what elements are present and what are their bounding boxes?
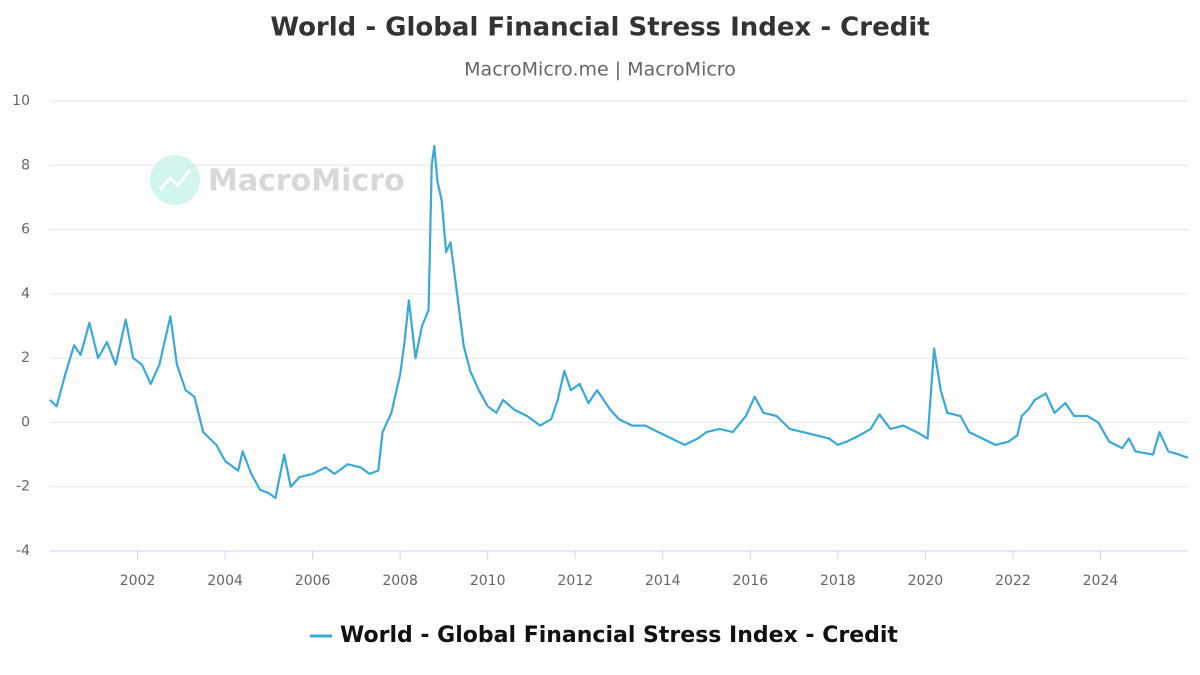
y-tick-label: 10 xyxy=(12,93,30,109)
legend-label: World - Global Financial Stress Index - … xyxy=(340,623,898,648)
x-tick-label: 2010 xyxy=(470,573,506,589)
x-tick-label: 2018 xyxy=(820,573,856,589)
chart-subtitle: MacroMicro.me | MacroMicro xyxy=(464,59,736,81)
x-tick-label: 2012 xyxy=(557,573,593,589)
x-tick-label: 2002 xyxy=(120,573,156,589)
x-tick-label: 2020 xyxy=(908,573,944,589)
x-tick-label: 2022 xyxy=(995,573,1031,589)
y-tick-label: 4 xyxy=(21,286,30,302)
x-tick-label: 2016 xyxy=(732,573,768,589)
watermark: MacroMicro xyxy=(208,164,405,199)
line-series xyxy=(49,144,1189,500)
y-tick-label: 0 xyxy=(21,414,30,430)
x-tick-label: 2024 xyxy=(1083,573,1119,589)
y-tick-label: 6 xyxy=(21,222,30,238)
y-tick-label: -2 xyxy=(16,479,30,495)
x-tick-label: 2004 xyxy=(207,573,243,589)
y-tick-label: 2 xyxy=(21,350,30,366)
x-tick-label: 2008 xyxy=(382,573,418,589)
chart-title: World - Global Financial Stress Index - … xyxy=(270,13,929,43)
y-tick-label: -4 xyxy=(16,543,30,559)
watermark-logo xyxy=(150,155,200,205)
y-tick-label: 8 xyxy=(21,157,30,173)
x-tick-label: 2014 xyxy=(645,573,681,589)
x-tick-label: 2006 xyxy=(295,573,331,589)
